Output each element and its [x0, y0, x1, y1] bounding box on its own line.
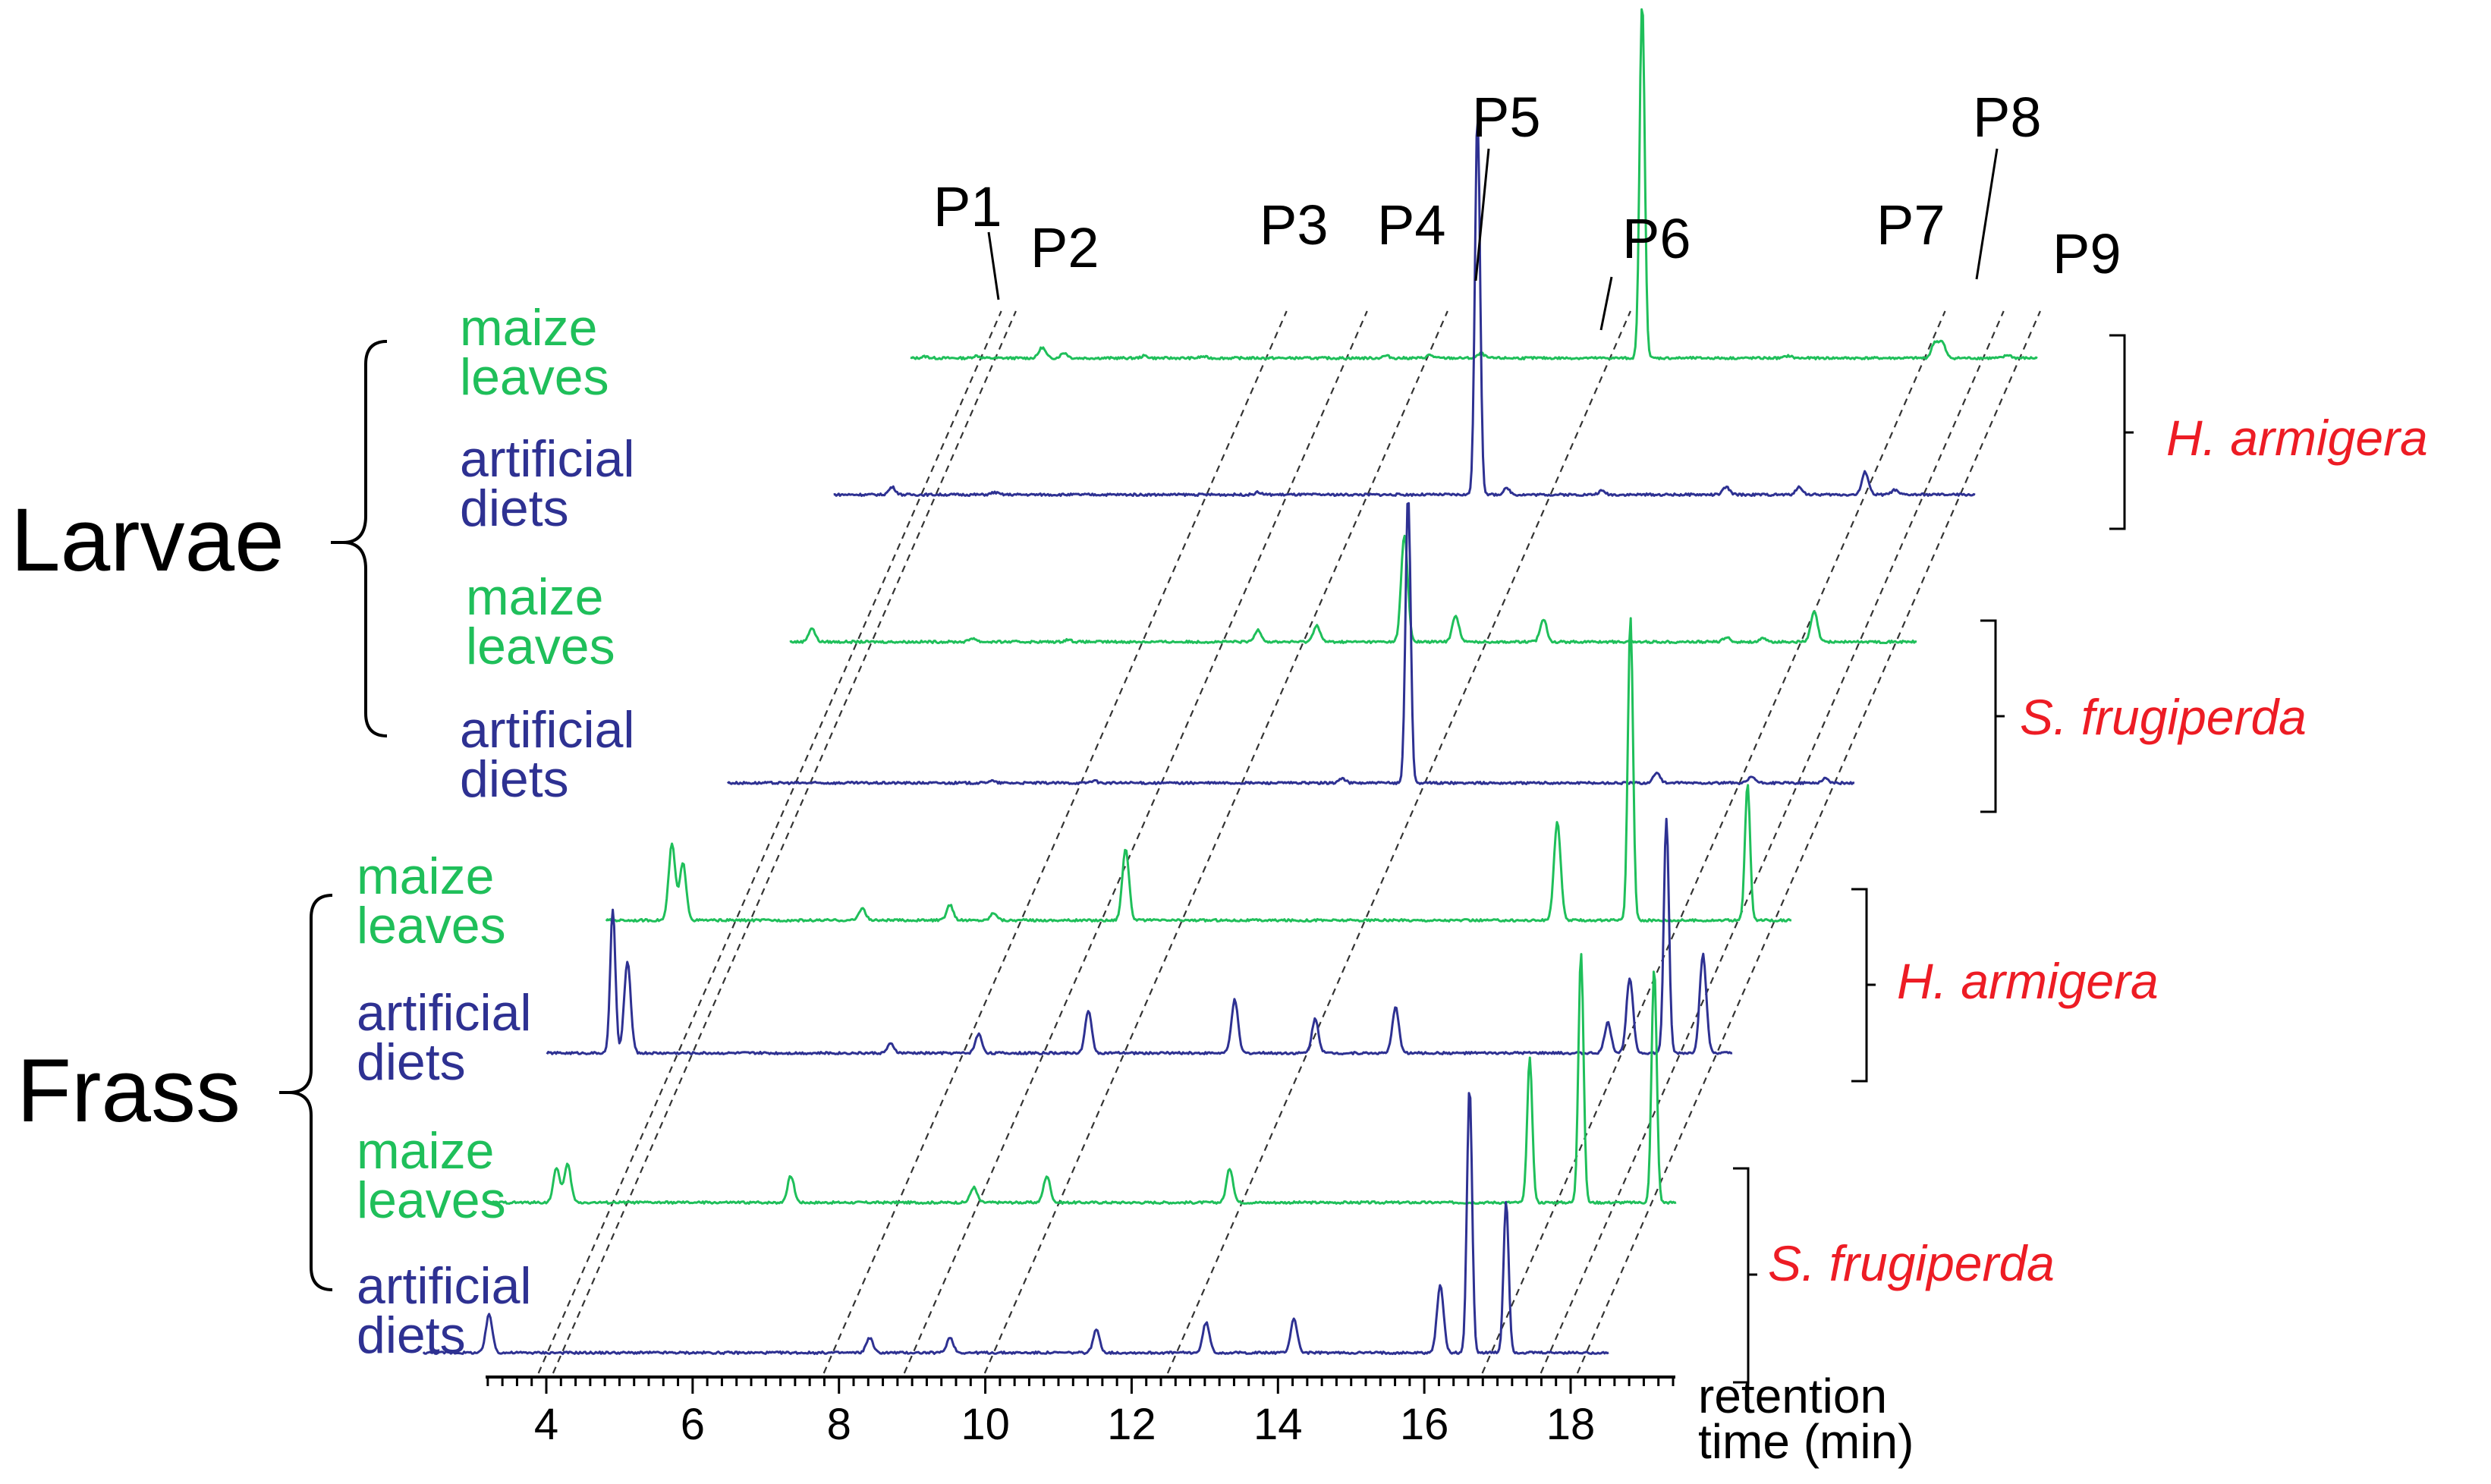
x-tick-label-18: 18 — [1546, 1400, 1596, 1449]
guide-line-p9 — [1576, 310, 2041, 1374]
peak-label-p8: P8 — [1973, 86, 2042, 149]
trace-line-5 — [605, 617, 1792, 923]
chromatogram-traces — [422, 8, 2038, 1355]
trace-label-4-line1: artificial — [460, 701, 635, 759]
leader-line-p8 — [1975, 148, 1999, 280]
peak-guide-lines — [537, 310, 2041, 1374]
guide-line-p4 — [903, 310, 1368, 1374]
peak-label-p4: P4 — [1377, 193, 1446, 256]
species-brackets: H. armigera S. frugiperda H. armigera S.… — [1733, 334, 2428, 1384]
trace-label-6-line2: diets — [357, 1033, 466, 1091]
trace-label-8-line2: diets — [357, 1306, 466, 1364]
species-label-larvae-ha: H. armigera — [2166, 410, 2428, 466]
trace-labels: maize leaves artificial diets maize leav… — [357, 299, 635, 1364]
trace-label-7-line2: leaves — [357, 1171, 506, 1229]
leader-line-p5 — [1474, 148, 1490, 281]
trace-6 — [546, 817, 1733, 1055]
peak-labels: P1 P2 P3 P4 P5 P6 P7 P8 P9 — [933, 86, 2121, 285]
trace-label-7-line1: maize — [357, 1122, 494, 1180]
peak-label-p5: P5 — [1472, 86, 1541, 149]
leader-line-p1 — [987, 231, 1000, 300]
trace-label-5-line2: leaves — [357, 897, 506, 954]
x-axis-label-line2: time (min) — [1698, 1414, 1914, 1469]
trace-line-7 — [489, 953, 1677, 1205]
guide-line-p5 — [983, 310, 1448, 1374]
group-label-larvae: Larvae — [11, 490, 285, 590]
species-label-frass-sf: S. frugiperda — [1768, 1235, 2055, 1291]
peak-label-p9: P9 — [2052, 222, 2121, 285]
trace-line-8 — [422, 1092, 1609, 1355]
trace-label-6-line1: artificial — [357, 984, 532, 1042]
trace-label-2-line1: artificial — [460, 430, 635, 488]
guide-line-p7 — [1481, 310, 1946, 1374]
trace-2 — [833, 118, 1976, 497]
x-tick-label-12: 12 — [1107, 1400, 1156, 1449]
guide-line-p6 — [1166, 310, 1631, 1374]
species-label-larvae-sf: S. frugiperda — [2020, 689, 2307, 745]
trace-7 — [489, 953, 1677, 1205]
trace-line-4 — [726, 501, 1855, 785]
trace-label-3-line2: leaves — [466, 618, 615, 675]
trace-label-4-line2: diets — [460, 750, 569, 808]
x-axis-ticks: 4 6 8 10 12 14 16 18 — [486, 1377, 1675, 1449]
bracket-frass-ha — [1851, 888, 1868, 1083]
peak-label-p2: P2 — [1030, 216, 1099, 279]
x-axis-label-line1: retention — [1698, 1369, 1887, 1423]
trace-label-8-line1: artificial — [357, 1257, 532, 1315]
bracket-larvae-sf — [1980, 619, 1997, 813]
guide-line-p2 — [552, 310, 1017, 1374]
trace-line-2 — [833, 118, 1976, 497]
trace-label-3-line1: maize — [466, 568, 603, 626]
peak-label-p3: P3 — [1260, 193, 1329, 256]
frass-brace — [288, 894, 333, 1291]
bracket-larvae-ha — [2109, 334, 2126, 530]
trace-label-1-line1: maize — [460, 299, 597, 357]
peak-label-p7: P7 — [1876, 193, 1945, 256]
x-tick-label-10: 10 — [961, 1400, 1010, 1449]
trace-8 — [422, 1092, 1609, 1355]
group-label-frass: Frass — [17, 1041, 241, 1141]
peak-label-p1: P1 — [933, 175, 1002, 238]
x-tick-label-14: 14 — [1253, 1400, 1303, 1449]
trace-label-2-line2: diets — [460, 479, 569, 537]
x-tick-label-6: 6 — [681, 1400, 705, 1449]
leader-line-p6 — [1599, 276, 1613, 331]
trace-label-5-line1: maize — [357, 847, 494, 905]
x-tick-label-16: 16 — [1400, 1400, 1449, 1449]
trace-5 — [605, 617, 1792, 923]
x-tick-label-8: 8 — [827, 1400, 851, 1449]
trace-3 — [789, 534, 1917, 644]
species-label-frass-ha: H. armigera — [1897, 953, 2159, 1009]
guide-line-p3 — [822, 310, 1288, 1374]
trace-line-3 — [789, 534, 1917, 644]
larvae-brace — [342, 340, 388, 737]
trace-label-1-line2: leaves — [460, 348, 609, 406]
bracket-frass-sf — [1733, 1167, 1750, 1384]
x-tick-label-4: 4 — [534, 1400, 558, 1449]
trace-line-6 — [546, 817, 1733, 1055]
guide-line-p1 — [537, 310, 1002, 1374]
guide-line-p8 — [1540, 310, 2005, 1374]
peak-leader-lines — [987, 148, 1999, 331]
trace-4 — [726, 501, 1855, 785]
peak-label-p6: P6 — [1622, 207, 1691, 270]
